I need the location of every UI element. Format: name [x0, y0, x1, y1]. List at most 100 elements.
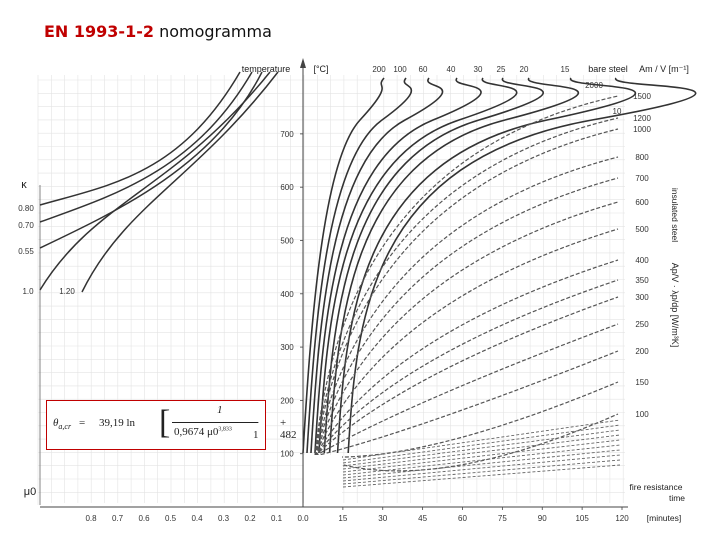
formula-equals: =	[79, 417, 86, 429]
time-unit-label: [minutes]	[647, 513, 682, 523]
formula-bracket-left: [	[159, 404, 171, 441]
bare-steel-2000: 2000	[585, 81, 603, 90]
temperature-axis-arrow	[300, 58, 306, 68]
insulated-lower-curve	[342, 439, 621, 473]
insulated-steel-curve-700	[314, 177, 619, 457]
insulated-steel-label-350: 350	[635, 276, 649, 285]
mu-tick-0.6: 0.6	[138, 514, 150, 523]
insulated-lower-curve	[342, 434, 621, 470]
insulated-steel-curve-300	[314, 296, 619, 457]
insulated-steel-curve-200	[314, 350, 619, 457]
kappa-tick-1.0: 1.0	[22, 287, 34, 296]
time-tick-75: 75	[498, 514, 507, 523]
kappa-tick-0.70: 0.70	[18, 221, 34, 230]
temperature-unit-label: [°C]	[313, 64, 328, 74]
insulated-lower-curve	[342, 444, 621, 476]
kappa-tick-1.20: 1.20	[59, 287, 75, 296]
kappa-curve-5	[81, 71, 279, 293]
bare-steel-curve-100	[306, 77, 413, 454]
axis-band	[40, 503, 630, 509]
kappa-tick-0.55: 0.55	[18, 247, 34, 256]
temperature-tick-400: 400	[280, 290, 294, 299]
kappa-curve-1	[39, 71, 241, 206]
formula-theta: θ	[53, 417, 59, 429]
time-tick-105: 105	[575, 514, 589, 523]
kappa-curve-4	[39, 71, 271, 291]
mu-tick-0.2: 0.2	[244, 514, 256, 523]
bare-steel-label-20: 20	[520, 65, 529, 74]
insulated-steel-label-1000: 1000	[633, 125, 651, 134]
insulated-steel-label-150: 150	[635, 378, 649, 387]
formula-minus-one: − 1	[253, 417, 260, 441]
formula-fraction-line	[172, 422, 258, 423]
bare-steel-label-25: 25	[497, 65, 506, 74]
bare-steel-label-15: 15	[561, 65, 570, 74]
formula-sub: a,cr	[58, 422, 72, 432]
insulated-steel-curve-500	[314, 228, 619, 457]
insulated-steel-label-400: 400	[635, 256, 649, 265]
bare-steel-curve-40	[314, 77, 482, 454]
insulated-lower-curve	[342, 459, 621, 485]
title-rest: nomogramma	[159, 22, 272, 41]
mu-tick-0.1: 0.1	[271, 514, 283, 523]
formula-numerator: 1	[217, 404, 223, 416]
insulated-steel-unit: Ap/V · λp/dp [W/m³K]	[670, 263, 680, 348]
formula-denominator: 0,9674 μ03,833	[174, 426, 232, 438]
mu-tick-0.3: 0.3	[218, 514, 230, 523]
time-tick-120: 120	[615, 514, 629, 523]
insulated-steel-curve-1000	[314, 128, 619, 457]
chart-axes	[39, 58, 628, 510]
insulated-steel-curve-150	[314, 381, 619, 458]
kappa-tick-0.80: 0.80	[18, 204, 34, 213]
insulated-steel-label-1500: 1500	[633, 92, 651, 101]
insulated-lower-curve	[342, 429, 621, 467]
bare-steel-title: bare steel	[588, 64, 628, 74]
insulated-steel-curve-600	[314, 201, 619, 457]
bare-steel-curve-60	[310, 77, 444, 454]
bare-steel-curve-30	[318, 77, 518, 454]
temperature-tick-100: 100	[280, 450, 294, 459]
temperature-tick-300: 300	[280, 343, 294, 352]
critical-temperature-formula: θa,cr = 39,19 ln [ 1 0,9674 μ03,833 − 1 …	[46, 400, 297, 450]
insulated-steel-curve-250	[314, 323, 619, 457]
insulated-steel-label-600: 600	[635, 198, 649, 207]
time-tick-30: 30	[378, 514, 387, 523]
formula-den-text: 0,9674 μ0	[174, 426, 219, 438]
insulated-lower-curve	[342, 449, 621, 479]
time-axis-label-1: fire resistance	[630, 482, 683, 492]
insulated-steel-curve-400	[314, 259, 619, 457]
insulated-steel-label-200: 200	[635, 347, 649, 356]
insulated-lower-curve	[342, 464, 621, 488]
bare-steel-label-30: 30	[474, 65, 483, 74]
bare-steel-curve-20	[328, 77, 579, 454]
temperature-tick-700: 700	[280, 130, 294, 139]
temperature-tick-600: 600	[280, 183, 294, 192]
bare-steel-curve-10	[347, 77, 697, 454]
bare-steel-label-60: 60	[419, 65, 428, 74]
mu-tick-0.0: 0.0	[297, 514, 309, 523]
temperature-tick-500: 500	[280, 237, 294, 246]
bare-steel-curve-200	[302, 77, 385, 454]
mu-tick-0.8: 0.8	[85, 514, 97, 523]
kappa-curve-2	[39, 71, 253, 223]
time-tick-90: 90	[538, 514, 547, 523]
bare-steel-label-200: 200	[372, 65, 386, 74]
bare-steel-label-10: 10	[613, 107, 622, 116]
time-axis-label-2: time	[669, 493, 685, 503]
insulated-lower-curve	[342, 454, 621, 482]
time-tick-45: 45	[418, 514, 427, 523]
insulated-lower-curve	[342, 424, 621, 464]
mu-axis-label: μ0	[24, 486, 36, 498]
formula-plus: + 482	[280, 417, 297, 441]
mu-tick-0.4: 0.4	[191, 514, 203, 523]
formula-lhs: θa,cr	[53, 417, 71, 431]
insulated-steel-label-100: 100	[635, 410, 649, 419]
insulated-lower-curve	[342, 419, 621, 461]
formula-exponent: 3,833	[218, 426, 232, 433]
time-tick-60: 60	[458, 514, 467, 523]
slide-title: EN 1993-1-2 nomogramma	[44, 22, 272, 41]
chart-labels: 100 200 300 400 500 600 700 temperature [°C] 15 30…	[18, 64, 689, 523]
insulated-steel-curve-1500	[314, 95, 619, 457]
bare-steel-curve-25	[323, 77, 544, 454]
